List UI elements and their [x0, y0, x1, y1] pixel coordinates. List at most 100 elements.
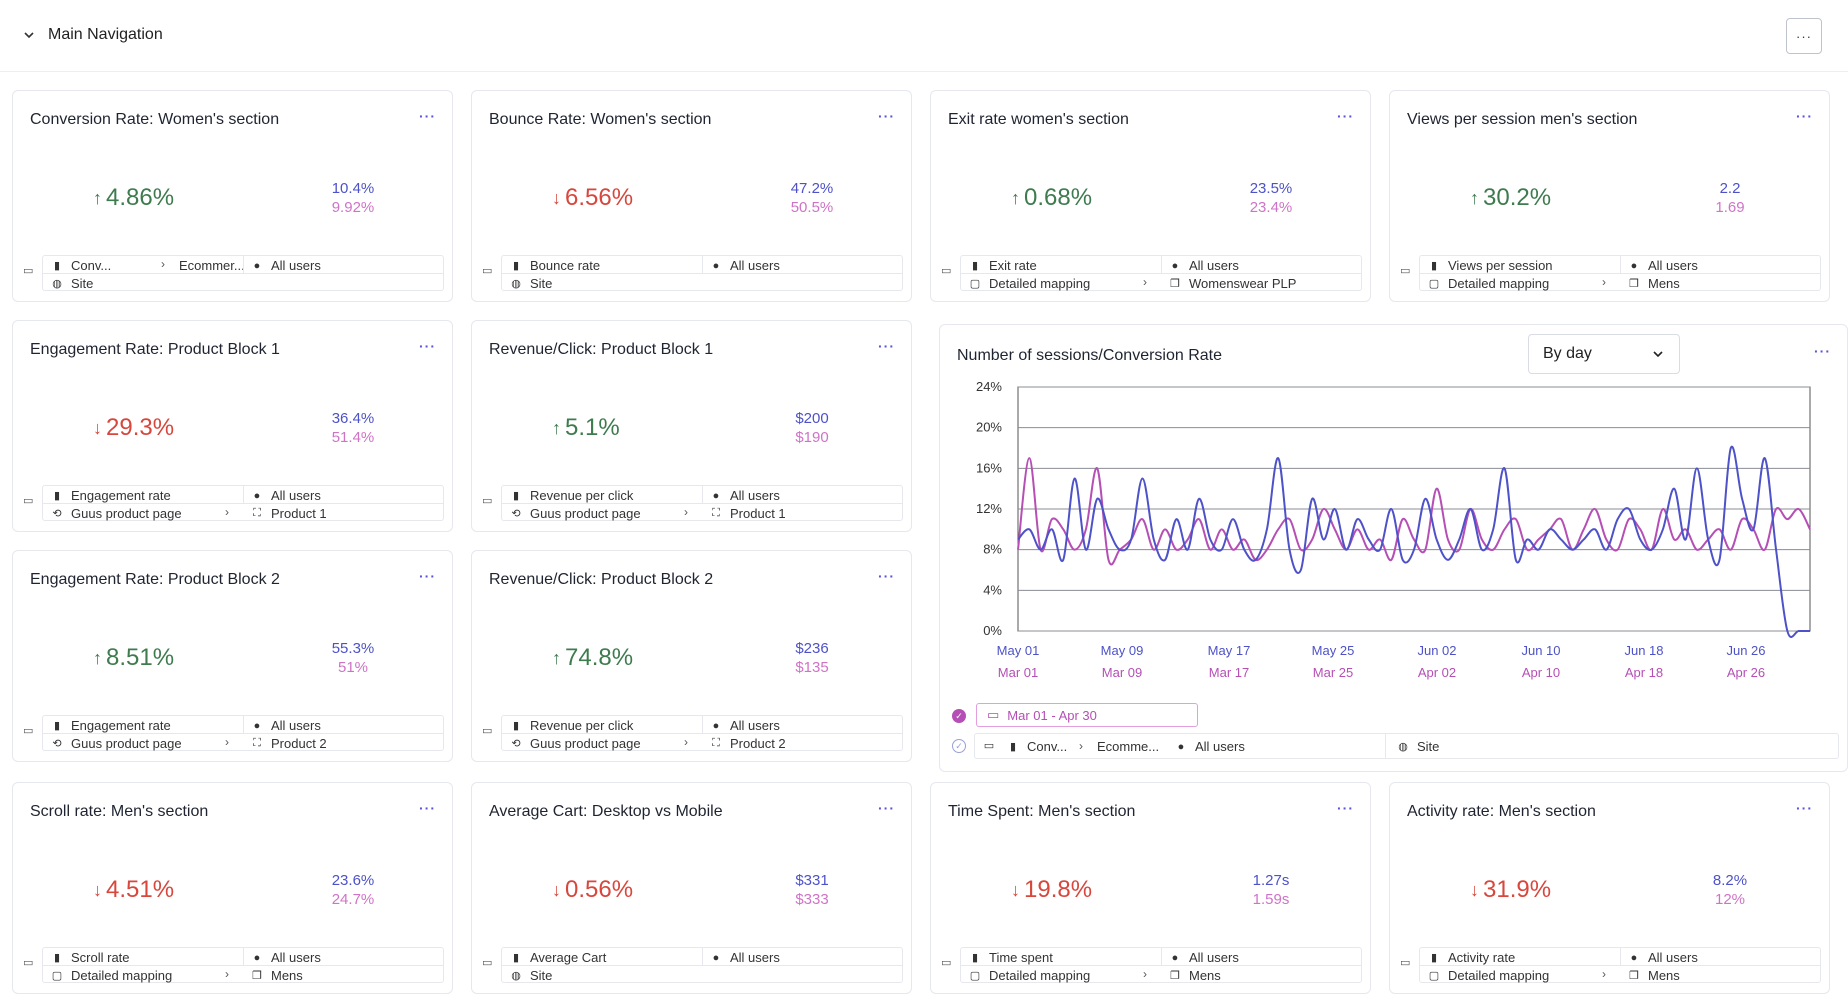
check-circle-icon[interactable]: ✓: [952, 739, 966, 753]
filter-audience[interactable]: ● All users: [1628, 950, 1698, 965]
filter-scope[interactable]: ◍ Site: [1397, 739, 1439, 754]
filter-zone[interactable]: ❐ Mens: [251, 968, 303, 983]
card-menu-button[interactable]: ···: [419, 568, 436, 584]
filter-audience[interactable]: ● All users: [251, 258, 321, 273]
filter-metric[interactable]: ▮ Engagement rate: [51, 718, 171, 733]
filter-page[interactable]: ⟲ Guus product page: [51, 736, 181, 751]
divider: [1620, 948, 1621, 965]
filter-zone[interactable]: ❐ Mens: [1628, 968, 1680, 983]
filter-audience[interactable]: ● All users: [710, 258, 780, 273]
filter-metric-label: Scroll rate: [71, 950, 130, 965]
filter-page[interactable]: ▢ Detailed mapping: [1428, 276, 1549, 291]
filter-metric[interactable]: ▮ Scroll rate: [51, 950, 130, 965]
filter-zone[interactable]: ⛶ Product 1: [710, 506, 786, 521]
filter-audience-label: All users: [271, 488, 321, 503]
filter-page[interactable]: ▢ Detailed mapping: [51, 968, 172, 983]
filter-audience[interactable]: ● All users: [1169, 258, 1239, 273]
filter-zone[interactable]: ⛶ Product 1: [251, 506, 327, 521]
filter-scope[interactable]: ◍ Site: [51, 276, 93, 291]
line-chart: 24% 20% 16% 12% 8% 4% 0% May 01 May 09 May 17 May …: [976, 379, 1811, 680]
y-tick-label: 12%: [976, 501, 1002, 516]
filter-section[interactable]: Ecommer...: [179, 258, 245, 273]
filter-metric[interactable]: ▮ Revenue per click: [510, 488, 633, 503]
card-menu-button[interactable]: ···: [419, 108, 436, 124]
filter-page[interactable]: ▢ Detailed mapping: [969, 276, 1090, 291]
filter-page[interactable]: ⟲ Guus product page: [510, 736, 640, 751]
filter-metric[interactable]: ▮ Time spent: [969, 950, 1053, 965]
more-options-button[interactable]: ···: [1786, 18, 1822, 54]
chart-menu-button[interactable]: ···: [1814, 343, 1831, 359]
card-menu-button[interactable]: ···: [878, 800, 895, 816]
previous-value: $135: [795, 659, 829, 676]
filter-zone[interactable]: ⛶ Product 2: [251, 736, 327, 751]
card-filter-bar: ▭ ▮ Conv... › Ecommer... ● All users ◍ S…: [21, 255, 444, 291]
filter-zone[interactable]: ❐ Mens: [1169, 968, 1221, 983]
filter-page[interactable]: ⟲ Guus product page: [510, 506, 640, 521]
card-menu-button[interactable]: ···: [419, 800, 436, 816]
card-menu-button[interactable]: ···: [419, 338, 436, 354]
filter-audience[interactable]: ● All users: [710, 950, 780, 965]
device-icon: ▭: [941, 265, 952, 277]
card-menu-button[interactable]: ···: [1796, 800, 1813, 816]
card-menu-button[interactable]: ···: [878, 338, 895, 354]
filter-metric[interactable]: ▮ Engagement rate: [51, 488, 171, 503]
change-value-text: 31.9%: [1483, 876, 1552, 903]
filter-metric[interactable]: ▮ Conv...: [1007, 739, 1067, 754]
filter-scope[interactable]: ◍ Site: [510, 968, 552, 983]
filter-row: ▢ Detailed mapping › ❐ Mens: [1420, 966, 1820, 984]
filter-audience[interactable]: ● All users: [710, 488, 780, 503]
card-menu-button[interactable]: ···: [1337, 108, 1354, 124]
arrow-down-icon: ↓: [552, 187, 561, 208]
filter-page[interactable]: ▢ Detailed mapping: [1428, 968, 1549, 983]
filter-audience-label: All users: [1648, 950, 1698, 965]
change-value-text: 5.1%: [565, 414, 620, 441]
comparison-date-range[interactable]: ▭ Mar 01 - Apr 30: [976, 703, 1198, 727]
card-menu-button[interactable]: ···: [878, 568, 895, 584]
user-icon: ●: [253, 719, 261, 732]
filter-zone[interactable]: ❐ Womenswear PLP: [1169, 276, 1296, 291]
filter-audience[interactable]: ● All users: [251, 488, 321, 503]
interval-dropdown[interactable]: By day: [1528, 334, 1680, 374]
filter-metric[interactable]: ▮ Revenue per click: [510, 718, 633, 733]
card-filter-bar: ▭ ▮ Exit rate ● All users ▢ Detailed map…: [939, 255, 1362, 291]
filter-metric[interactable]: ▮ Average Cart: [510, 950, 606, 965]
filter-audience[interactable]: ● All users: [710, 718, 780, 733]
filter-row: ▮ Revenue per click ● All users: [502, 716, 902, 734]
card-menu-button[interactable]: ···: [1796, 108, 1813, 124]
filter-audience[interactable]: ● All users: [1175, 739, 1245, 754]
chart-title: Number of sessions/Conversion Rate: [957, 347, 1223, 364]
filter-row: ▮ Exit rate ● All users: [961, 256, 1361, 274]
filter-metric[interactable]: ▮ Exit rate: [969, 258, 1037, 273]
filter-audience[interactable]: ● All users: [1169, 950, 1239, 965]
filter-metric[interactable]: ▮ Activity rate: [1428, 950, 1515, 965]
filter-zone[interactable]: ❐ Mens: [1628, 276, 1680, 291]
change-value-text: 4.51%: [106, 876, 175, 903]
device-icon: ▭: [482, 265, 493, 277]
change-value: ↑ 8.51%: [93, 644, 174, 672]
filter-zone[interactable]: ⛶ Product 2: [710, 736, 786, 751]
card-menu-button[interactable]: ···: [1337, 800, 1354, 816]
bar-chart-icon: ▮: [1430, 952, 1438, 964]
legend-comparison-range[interactable]: ✓ ▭ Mar 01 - Apr 30: [952, 703, 1198, 727]
bar-chart-icon: ▮: [512, 720, 520, 732]
filter-page[interactable]: ⟲ Guus product page: [51, 506, 181, 521]
filter-row: ◍ Site: [502, 274, 902, 292]
change-value: ↑ 30.2%: [1470, 184, 1551, 212]
filter-metric-label: Conv...: [71, 258, 112, 273]
filter-section[interactable]: Ecomme...: [1097, 739, 1159, 754]
filter-scope[interactable]: ◍ Site: [510, 276, 552, 291]
card-title: Scroll rate: Men's section: [30, 803, 209, 820]
filter-audience[interactable]: ● All users: [251, 950, 321, 965]
previous-value: 1.59s: [1252, 891, 1290, 908]
chevron-down-icon[interactable]: [20, 26, 38, 44]
filter-metric[interactable]: ▮ Bounce rate: [510, 258, 600, 273]
current-value: 10.4%: [331, 180, 375, 197]
filter-metric[interactable]: ▮ Views per session: [1428, 258, 1553, 273]
filter-metric[interactable]: ▮ Conv...: [51, 258, 111, 273]
filter-scope-label: Site: [530, 276, 553, 291]
card-menu-button[interactable]: ···: [878, 108, 895, 124]
filter-page[interactable]: ▢ Detailed mapping: [969, 968, 1090, 983]
comparison-values: 36.4% 51.4%: [313, 409, 393, 447]
filter-audience[interactable]: ● All users: [251, 718, 321, 733]
filter-audience[interactable]: ● All users: [1628, 258, 1698, 273]
